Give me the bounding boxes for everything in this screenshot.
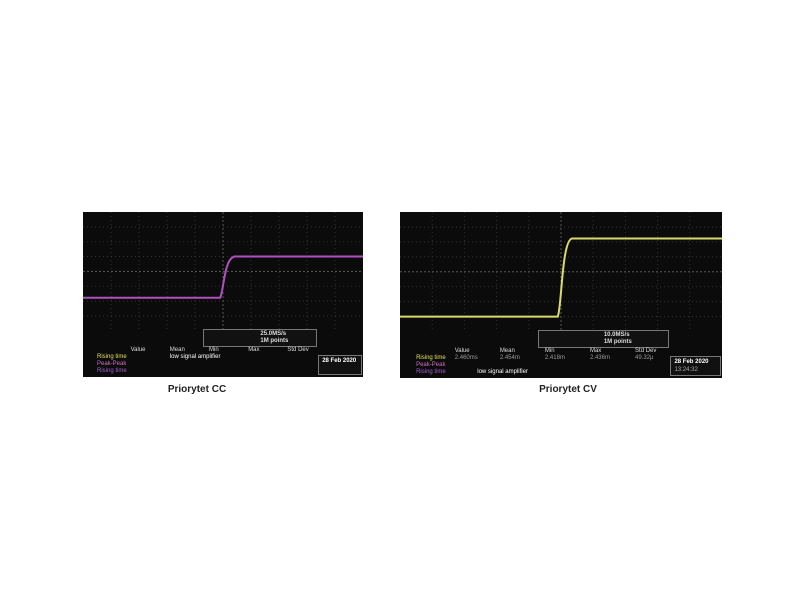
column-header: Value [130,346,146,353]
date: 28 Feb 2020 [674,359,709,365]
column-header: Value [454,347,470,354]
column-header: Max [589,347,602,354]
waveform [400,237,722,318]
row-label: Rising time [97,367,127,374]
row-label: Rising time [416,368,446,375]
waveform-plot [83,212,363,331]
measurement-value: 2.418m [544,354,565,361]
acquisition-box: 10.0MS/s 1M points [538,329,670,348]
column-header: Min [544,347,555,354]
caption: Priorytet CV [539,384,597,395]
signal-label: low signal amplifier [477,368,528,375]
waveform-plot [400,212,722,332]
sample-rate: 10.0MS/s [603,331,630,338]
column-header: Mean [169,346,185,353]
scope-screen: 25.0MS/s 1M points Value Mean Min Max Std Dev R… [83,212,363,377]
measurement-value: 2.454m [499,354,520,361]
row-label: Rising time [97,353,127,360]
date-box: 28 Feb 2020 13:24:32 [670,356,721,376]
measurement-value: 2.436m [589,354,610,361]
row-label: Peak-Peak [416,361,446,368]
waveform [83,255,363,299]
record-length: 1M points [603,338,632,345]
column-header: Max [248,346,260,353]
row-label: Rising time [416,354,446,361]
scope-screen: 10.0MS/s 1M points Value Mean Min Max Std Dev R… [400,212,722,378]
caption: Priorytet CC [167,384,227,395]
signal-label: low signal amplifier [169,353,221,360]
acquisition-box: 25.0MS/s 1M points [203,328,318,347]
row-label: Peak-Peak [97,360,127,367]
time: 13:24:32 [674,367,698,373]
measurement-value: 2.460ms [454,354,478,361]
sample-rate: 25.0MS/s [260,330,287,337]
column-header: Std Dev [287,346,309,353]
date: 28 Feb 2020 [322,358,357,364]
date-box: 28 Feb 2020 [318,355,363,375]
column-header: Std Dev [635,347,657,354]
column-header: Mean [499,347,515,354]
measurement-value: 49.32µ [635,354,654,361]
record-length: 1M points [260,337,289,344]
column-header: Min [209,346,219,353]
